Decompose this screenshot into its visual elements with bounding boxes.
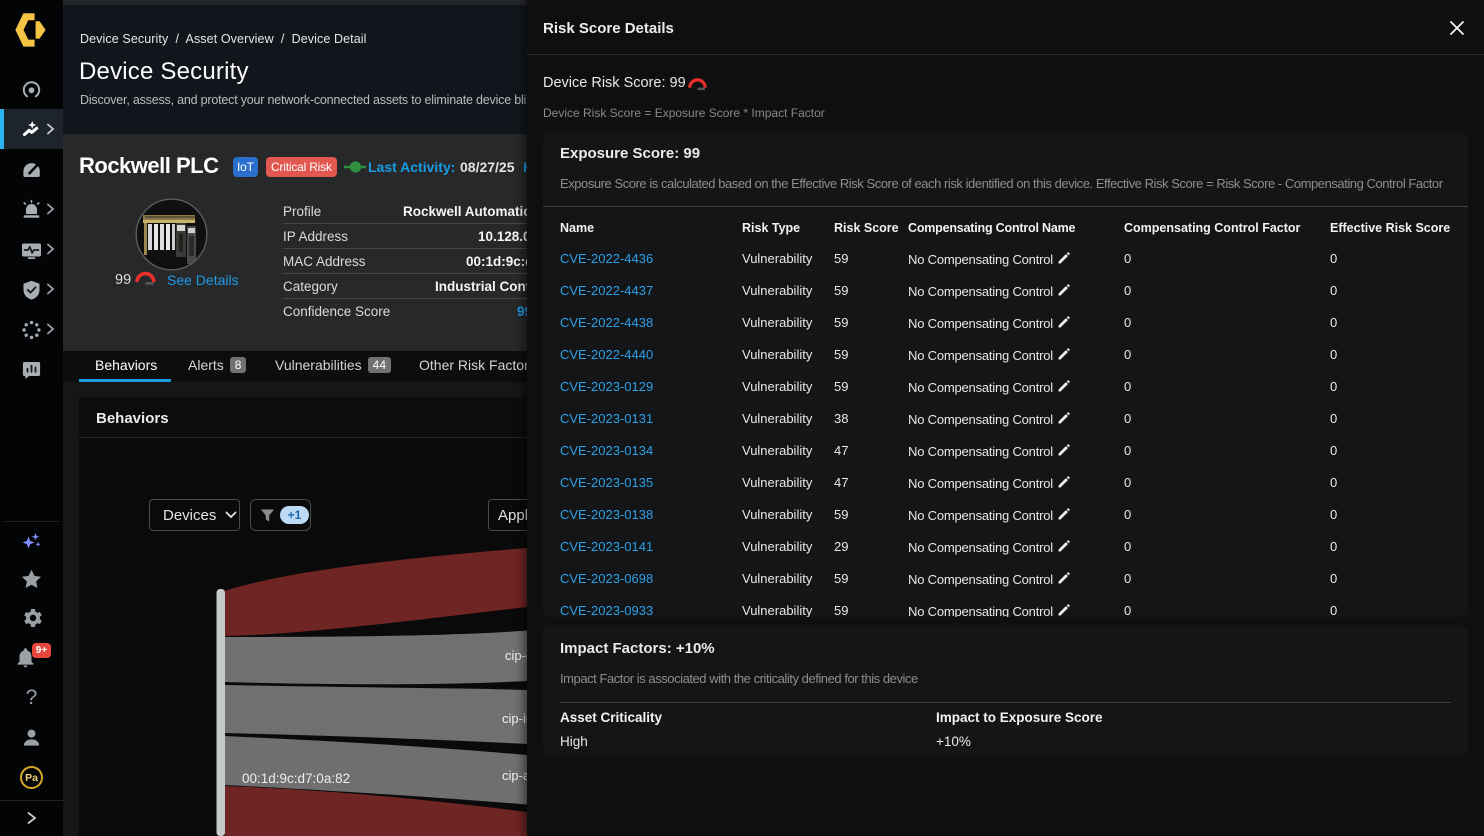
- svg-text:00:1d:9c:d7:0a:82: 00:1d:9c:d7:0a:82: [242, 771, 350, 786]
